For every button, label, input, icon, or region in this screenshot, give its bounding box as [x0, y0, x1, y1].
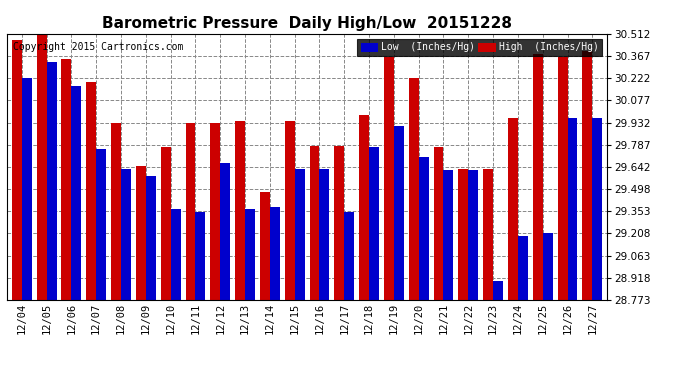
- Bar: [195, 211, 206, 300]
- Bar: [210, 123, 220, 300]
- Bar: [71, 86, 81, 300]
- Text: Copyright 2015 Cartronics.com: Copyright 2015 Cartronics.com: [13, 42, 184, 52]
- Bar: [285, 122, 295, 300]
- Bar: [186, 123, 195, 300]
- Bar: [86, 81, 96, 300]
- Bar: [270, 207, 279, 300]
- Bar: [220, 163, 230, 300]
- Bar: [384, 57, 394, 300]
- Title: Barometric Pressure  Daily High/Low  20151228: Barometric Pressure Daily High/Low 20151…: [102, 16, 512, 31]
- Bar: [543, 233, 553, 300]
- Bar: [493, 280, 503, 300]
- Bar: [111, 123, 121, 300]
- Bar: [567, 118, 578, 300]
- Bar: [469, 170, 478, 300]
- Bar: [508, 118, 518, 300]
- Bar: [533, 54, 543, 300]
- Bar: [37, 33, 47, 300]
- Bar: [319, 169, 329, 300]
- Bar: [161, 147, 170, 300]
- Bar: [310, 146, 319, 300]
- Bar: [369, 147, 379, 300]
- Bar: [408, 78, 419, 300]
- Bar: [61, 58, 71, 300]
- Bar: [518, 236, 528, 300]
- Bar: [260, 192, 270, 300]
- Bar: [359, 115, 369, 300]
- Bar: [458, 169, 469, 300]
- Bar: [136, 166, 146, 300]
- Bar: [558, 57, 567, 300]
- Bar: [483, 169, 493, 300]
- Bar: [582, 51, 592, 300]
- Bar: [96, 149, 106, 300]
- Bar: [394, 126, 404, 300]
- Bar: [444, 170, 453, 300]
- Bar: [146, 177, 156, 300]
- Bar: [592, 118, 602, 300]
- Legend: Low  (Inches/Hg), High  (Inches/Hg): Low (Inches/Hg), High (Inches/Hg): [357, 39, 602, 56]
- Bar: [22, 78, 32, 300]
- Bar: [121, 169, 131, 300]
- Bar: [235, 122, 245, 300]
- Bar: [344, 211, 354, 300]
- Bar: [335, 146, 344, 300]
- Bar: [419, 156, 428, 300]
- Bar: [245, 209, 255, 300]
- Bar: [295, 169, 304, 300]
- Bar: [433, 147, 444, 300]
- Bar: [12, 40, 22, 300]
- Bar: [170, 209, 181, 300]
- Bar: [47, 62, 57, 300]
